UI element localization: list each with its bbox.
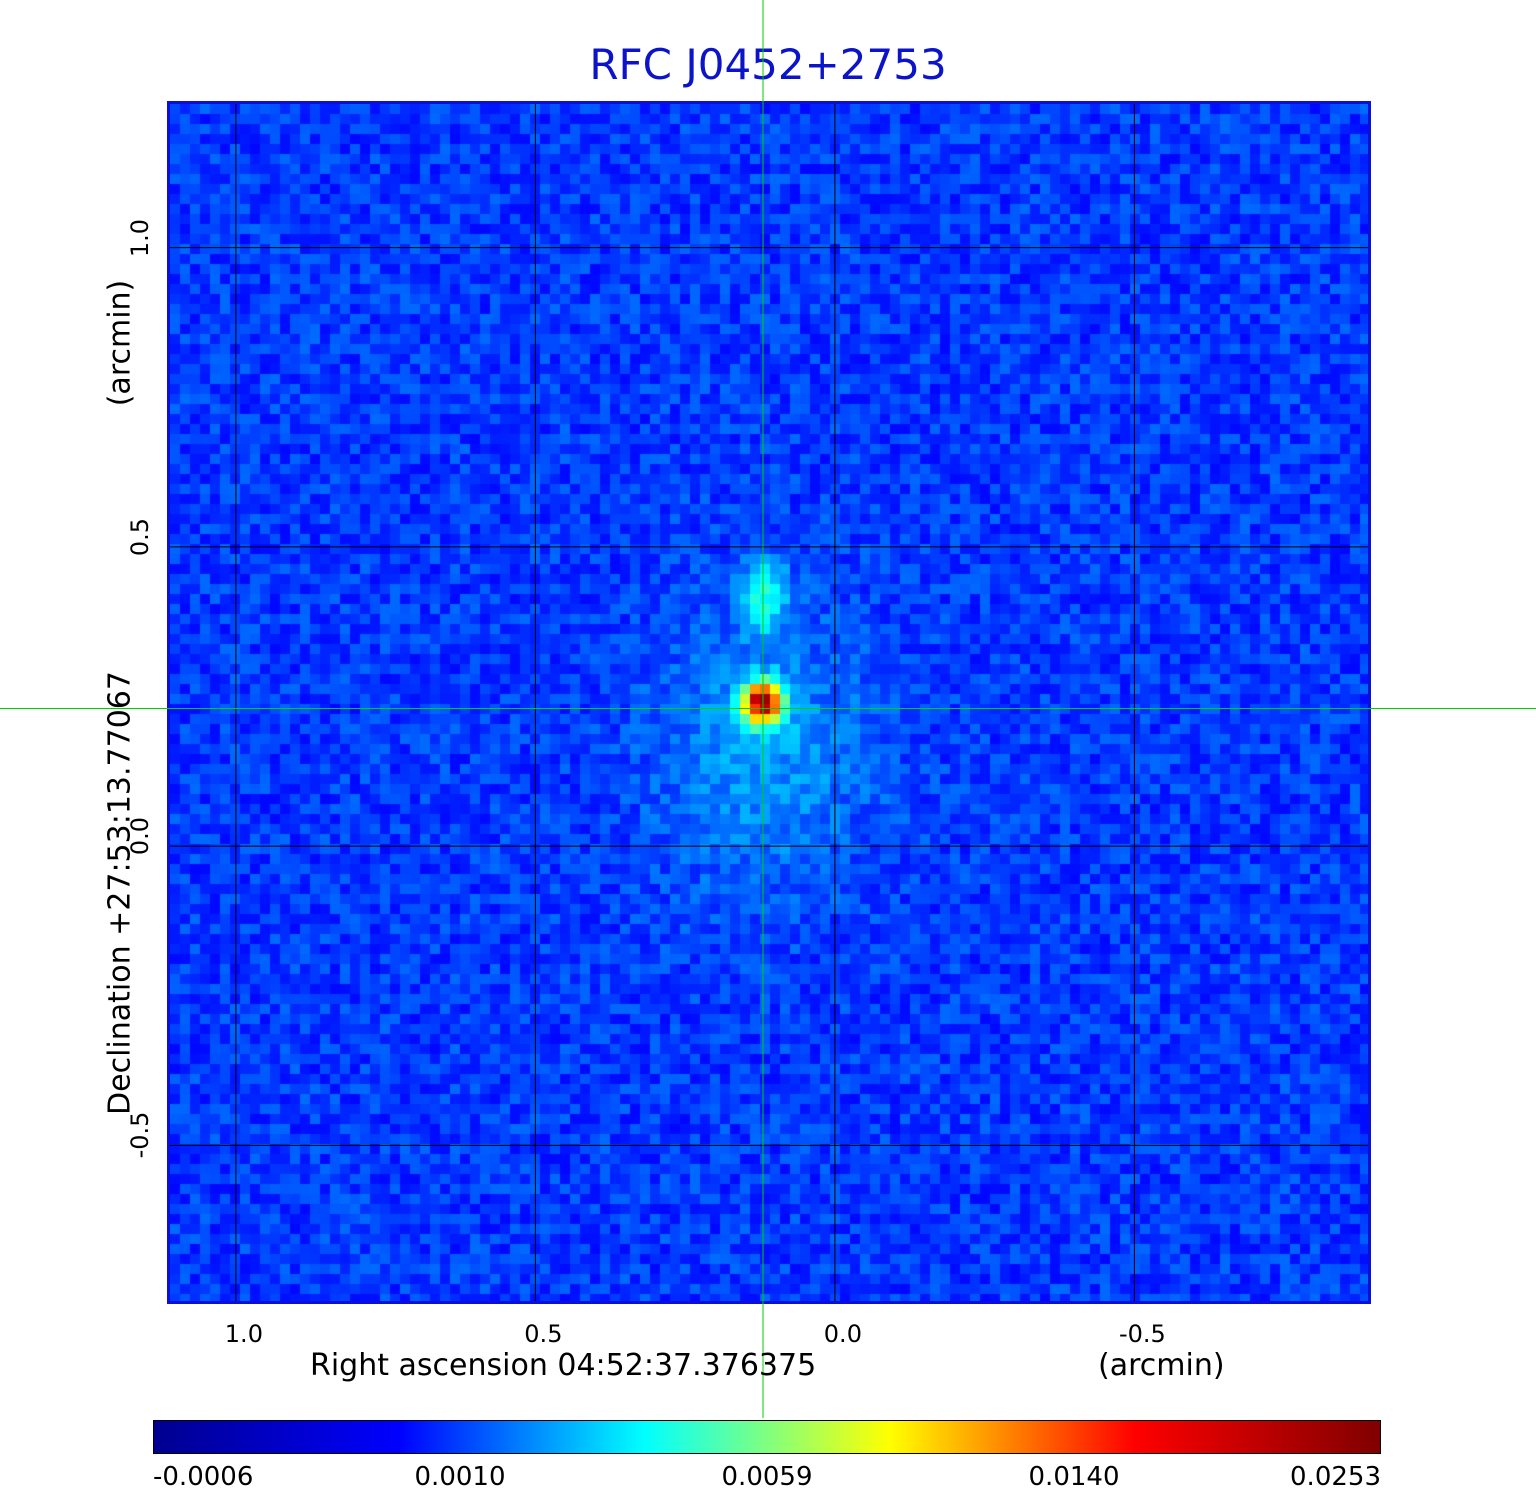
intensity-map[interactable] <box>170 104 1368 1301</box>
x-axis-unit: (arcmin) <box>1098 1348 1225 1383</box>
colorbar-tick-label: -0.0006 <box>153 1462 254 1492</box>
y-axis-label: Declination +27:53:13.77067 <box>102 671 138 1115</box>
x-tick-label: -0.5 <box>1118 1320 1166 1348</box>
colorbar-tick-label: 0.0010 <box>414 1462 506 1492</box>
image-panel[interactable] <box>167 101 1371 1304</box>
colorbar-tick-label: 0.0059 <box>721 1462 813 1492</box>
y-tick-label: 1.0 <box>126 218 154 257</box>
x-tick-label: 0.0 <box>823 1320 862 1348</box>
colorbar-tick-label: 0.0253 <box>1290 1462 1381 1492</box>
x-tick-label: 1.0 <box>224 1320 263 1348</box>
y-tick-label: -0.5 <box>126 1111 154 1159</box>
y-axis-unit: (arcmin) <box>102 279 138 407</box>
colorbar-tick-label: 0.0140 <box>1028 1462 1120 1492</box>
colorbar <box>153 1420 1381 1454</box>
y-tick-label: 0.5 <box>126 517 154 556</box>
x-axis-label: Right ascension 04:52:37.376375 <box>310 1348 817 1383</box>
plot-title: RFC J0452+2753 <box>589 40 947 89</box>
x-tick-label: 0.5 <box>524 1320 563 1348</box>
